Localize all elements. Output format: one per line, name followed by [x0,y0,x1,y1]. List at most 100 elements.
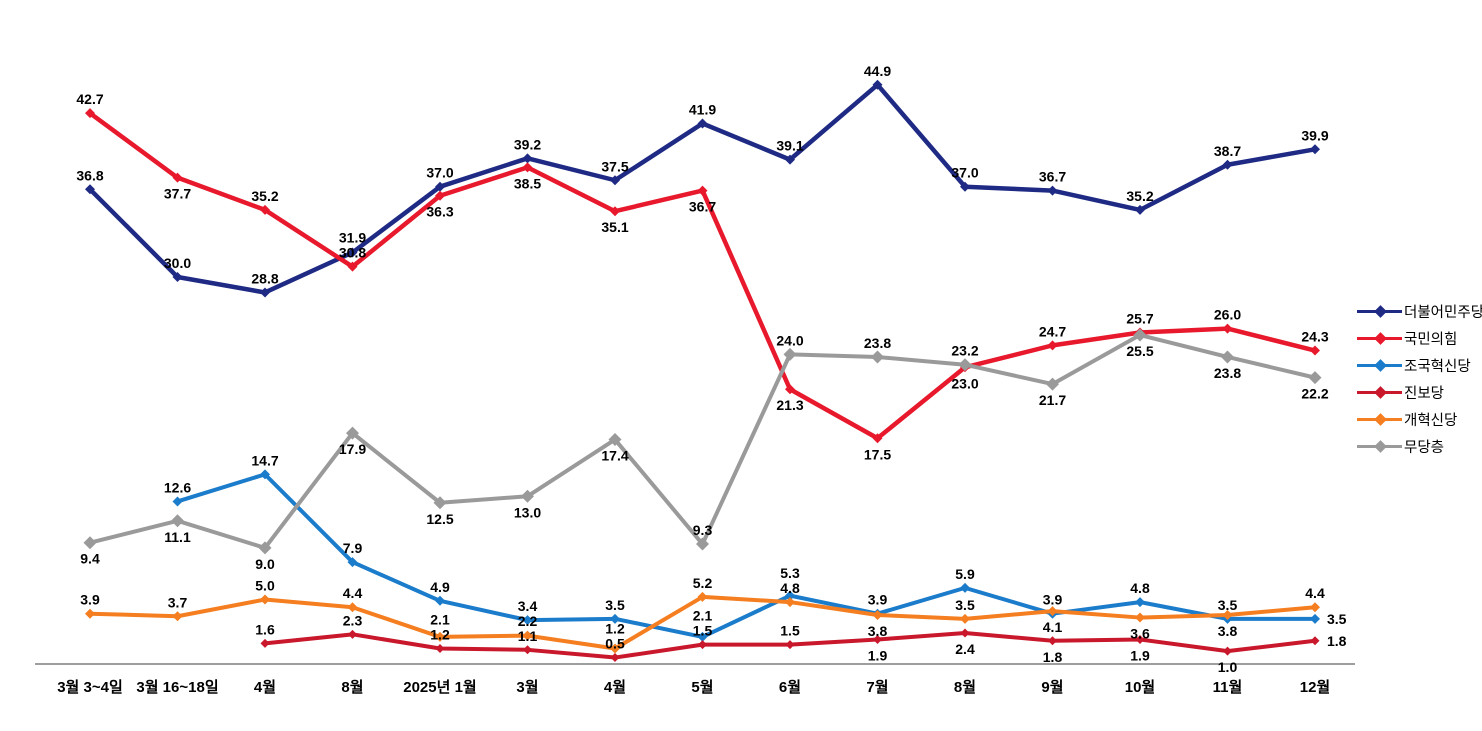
data-point-marker [1133,328,1147,342]
data-point-marker [696,537,709,551]
x-axis-label: 4월 [254,679,276,696]
data-point-marker [960,613,970,624]
data-label: 1.2 [430,627,450,643]
legend-label: 더불어민주당 [1404,304,1482,321]
data-label: 0.5 [605,636,625,652]
data-point-marker [347,247,358,258]
data-point-marker [435,595,445,606]
data-label: 30.0 [164,255,191,271]
data-point-marker [435,631,445,642]
data-point-marker [698,640,707,650]
data-label: 36.7 [1039,169,1066,185]
legend-label: 무당층 [1404,439,1445,456]
data-label: 1.2 [605,621,625,637]
data-label: 5.2 [693,575,713,591]
data-label: 1.9 [868,647,888,663]
data-label: 14.7 [251,452,278,468]
data-point-marker [172,611,183,622]
data-label: 37.0 [951,165,978,181]
x-axis-label: 9월 [1041,679,1063,696]
data-label: 39.9 [1301,127,1328,143]
data-point-marker [1221,350,1234,364]
data-point-marker [610,175,620,186]
data-point-marker [522,153,533,164]
data-point-marker [1222,159,1233,170]
data-label: 23.8 [864,335,891,351]
data-label: 3.6 [1130,626,1150,642]
data-label: 39.1 [776,138,803,154]
data-point-marker [521,489,534,503]
data-label: 11.1 [164,529,191,545]
legend-line-diamond-icon [1357,412,1404,426]
data-label: 38.7 [1214,143,1241,159]
data-point-marker [522,615,533,626]
data-label: 23.2 [951,343,978,359]
data-label: 12.6 [164,479,191,495]
data-point-marker [172,172,183,183]
data-label: 1.8 [1043,649,1063,665]
data-label: 39.2 [514,136,541,152]
data-point-marker [522,630,533,641]
data-label: 3.5 [1327,611,1347,627]
data-point-marker [1047,340,1058,351]
data-point-marker [1310,602,1320,613]
data-label: 4.4 [1305,585,1325,601]
data-point-marker [608,433,622,447]
data-label: 37.0 [426,165,453,181]
data-point-marker [1222,323,1233,334]
data-point-marker [1310,144,1320,155]
data-label: 1.5 [693,623,713,639]
data-point-marker [171,514,184,528]
x-axis-label: 6월 [779,679,801,696]
data-point-marker [83,536,97,550]
x-axis-label: 10월 [1125,679,1156,696]
data-label: 17.4 [601,448,628,464]
data-point-marker [435,190,445,201]
data-label: 3.8 [1218,623,1238,639]
data-label: 1.9 [1130,647,1150,663]
data-label: 4.4 [343,585,363,601]
legend-label: 조국혁신당 [1404,358,1471,375]
data-label: 22.2 [1301,386,1328,402]
data-label: 44.9 [864,63,891,79]
legend-line-diamond-icon [1357,439,1404,453]
data-label: 23.8 [1214,365,1241,381]
legend-label: 개혁신당 [1404,412,1458,429]
data-point-marker [785,590,795,601]
data-label: 5.9 [955,566,975,582]
data-label: 3.8 [868,623,888,639]
data-point-marker [172,272,183,282]
legend-label: 진보당 [1404,385,1445,402]
data-point-marker [785,384,795,395]
data-point-marker [785,640,795,650]
data-point-marker [610,653,620,663]
series-line-무당층 [88,333,1317,550]
legend-line-diamond-icon [1357,304,1404,318]
data-point-marker [873,634,882,644]
data-point-marker [1223,646,1232,656]
data-label: 31.9 [339,230,366,246]
chart-legend: 더불어민주당 국민의힘 조국혁신당 진보당 개혁신당 무당층 [1357,301,1482,456]
data-point-marker [785,597,795,608]
data-point-marker [347,557,358,568]
data-label: 3.7 [168,594,188,610]
data-label: 5.3 [780,565,800,581]
data-label: 4.9 [430,579,450,595]
data-point-marker [435,181,445,192]
data-label: 2.1 [693,608,713,624]
x-axis-label: 5월 [691,679,713,696]
data-label: 3.5 [605,597,625,613]
data-label: 36.3 [426,204,453,220]
data-label: 35.2 [251,188,278,204]
data-point-marker [260,469,270,480]
legend-line-diamond-icon [1357,385,1404,399]
data-label: 24.0 [776,332,803,348]
data-point-marker [697,185,708,196]
data-label: 3.9 [80,592,100,608]
data-point-marker [697,591,708,602]
data-label: 17.5 [864,446,891,462]
data-label: 17.9 [339,441,366,457]
data-label: 36.8 [76,167,103,183]
legend-item-new-reform-party: 개혁신당 [1357,409,1482,429]
